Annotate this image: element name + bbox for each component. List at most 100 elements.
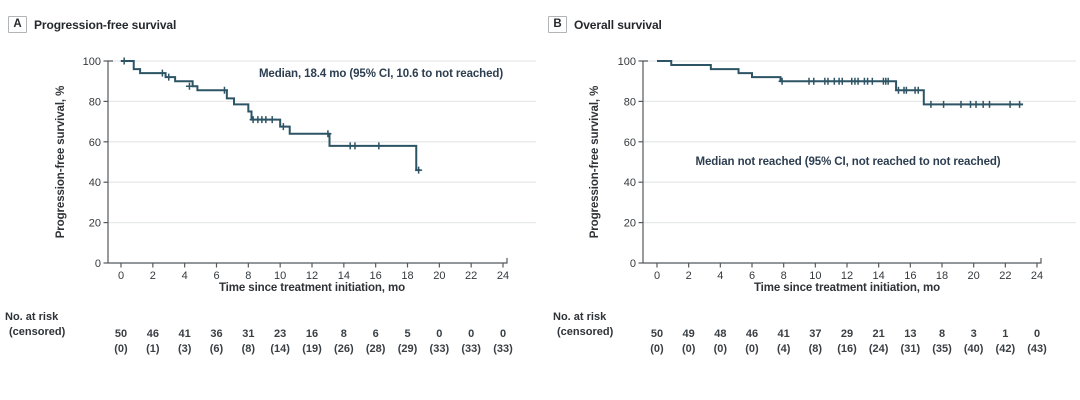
at-risk-count: 8 <box>341 328 347 340</box>
km-curve <box>657 60 1023 106</box>
at-risk-count: 23 <box>274 328 286 340</box>
at-risk-count: 46 <box>746 328 758 340</box>
y-tick-label: 0 <box>95 258 101 270</box>
censored-count: (0) <box>714 343 728 355</box>
y-tick-label: 20 <box>624 218 636 230</box>
censored-count: (3) <box>178 343 192 355</box>
censored-count: (33) <box>430 343 450 355</box>
censor-mark <box>165 73 173 81</box>
x-tick-label: 8 <box>245 270 251 282</box>
x-tick-label: 6 <box>749 270 755 282</box>
at-risk-count: 36 <box>210 328 222 340</box>
at-risk-count: 0 <box>1034 328 1040 340</box>
x-tick-label: 14 <box>873 270 885 282</box>
censor-mark <box>902 86 910 94</box>
x-tick-label: 12 <box>841 270 853 282</box>
censor-mark <box>415 166 423 174</box>
censor-mark <box>824 77 832 85</box>
censored-count: (35) <box>932 343 952 355</box>
y-tick-label: 80 <box>89 96 101 108</box>
censor-mark <box>914 86 922 94</box>
y-tick-label: 60 <box>624 137 636 149</box>
x-tick-label: 24 <box>497 270 509 282</box>
x-axis-line <box>108 258 508 264</box>
y-axis-label: Progression-free survival, % <box>589 85 601 239</box>
at-risk-count: 16 <box>306 328 318 340</box>
at-risk-count: 49 <box>683 328 695 340</box>
censored-count: (40) <box>964 343 984 355</box>
x-tick-label: 12 <box>306 270 318 282</box>
censor-mark <box>268 116 276 124</box>
at-risk-count: 50 <box>115 328 127 340</box>
x-tick-label: 20 <box>968 270 980 282</box>
censored-count: (33) <box>461 343 481 355</box>
km-plot: 020406080100050(0)249(0)448(0)646(0)841(… <box>618 56 1076 355</box>
at-risk-count: 41 <box>179 328 191 340</box>
censor-mark <box>120 57 128 65</box>
censored-count: (29) <box>398 343 418 355</box>
x-tick-label: 6 <box>213 270 219 282</box>
at-risk-count: 0 <box>500 328 506 340</box>
x-tick-label: 22 <box>999 270 1011 282</box>
y-tick-label: 100 <box>618 56 636 68</box>
censored-count: (0) <box>682 343 696 355</box>
at-risk-count: 0 <box>436 328 442 340</box>
censored-count: (8) <box>809 343 823 355</box>
censored-count: (6) <box>210 343 224 355</box>
at-risk-count: 3 <box>971 328 977 340</box>
at-risk-count: 5 <box>404 328 410 340</box>
censor-mark <box>884 77 892 85</box>
censored-count: (43) <box>1027 343 1047 355</box>
x-tick-label: 10 <box>274 270 286 282</box>
at-risk-count: 37 <box>809 328 821 340</box>
censor-mark <box>778 77 786 85</box>
at-risk-count: 29 <box>841 328 853 340</box>
x-tick-label: 16 <box>904 270 916 282</box>
censor-mark <box>854 77 862 85</box>
censor-mark <box>927 100 935 108</box>
km-plot: 020406080100050(0)246(1)441(3)636(6)831(… <box>83 56 536 355</box>
censor-mark <box>158 69 166 77</box>
median-annotation: Median not reached (95% CI, not reached … <box>695 156 1001 168</box>
x-tick-label: 0 <box>118 270 124 282</box>
censor-mark <box>940 100 948 108</box>
y-tick-label: 60 <box>89 137 101 149</box>
x-tick-label: 16 <box>370 270 382 282</box>
censored-count: (24) <box>869 343 889 355</box>
x-tick-label: 14 <box>338 270 350 282</box>
at-risk-count: 6 <box>373 328 379 340</box>
censored-count: (26) <box>334 343 354 355</box>
censor-mark <box>279 123 287 131</box>
censored-count: (0) <box>650 343 664 355</box>
censor-mark <box>1006 100 1014 108</box>
y-tick-label: 80 <box>624 96 636 108</box>
panel-letter-badge: B <box>548 16 567 33</box>
at-risk-count: 21 <box>873 328 885 340</box>
censor-mark <box>185 82 193 90</box>
x-axis-label: Time since treatment initiation, mo <box>218 282 406 294</box>
at-risk-count: 50 <box>651 328 663 340</box>
censor-mark <box>810 77 818 85</box>
x-tick-label: 2 <box>686 270 692 282</box>
at-risk-count: 8 <box>939 328 945 340</box>
x-tick-label: 20 <box>433 270 445 282</box>
x-tick-label: 24 <box>1031 270 1043 282</box>
y-tick-label: 40 <box>624 177 636 189</box>
censored-table-label: (censored) <box>9 326 66 338</box>
panel-title: Progression-free survival <box>34 17 177 32</box>
censor-mark <box>986 100 993 108</box>
censored-count: (28) <box>366 343 386 355</box>
risk-table-label: No. at risk <box>5 311 59 323</box>
censored-count: (0) <box>114 343 128 355</box>
at-risk-count: 0 <box>468 328 474 340</box>
censored-count: (19) <box>302 343 322 355</box>
risk-table-label: No. at risk <box>553 311 607 323</box>
x-tick-label: 2 <box>150 270 156 282</box>
panel-title: Overall survival <box>574 17 662 32</box>
censor-mark <box>351 142 359 150</box>
x-tick-label: 18 <box>936 270 948 282</box>
at-risk-count: 41 <box>778 328 790 340</box>
censored-count: (1) <box>146 343 160 355</box>
censored-count: (0) <box>745 343 759 355</box>
